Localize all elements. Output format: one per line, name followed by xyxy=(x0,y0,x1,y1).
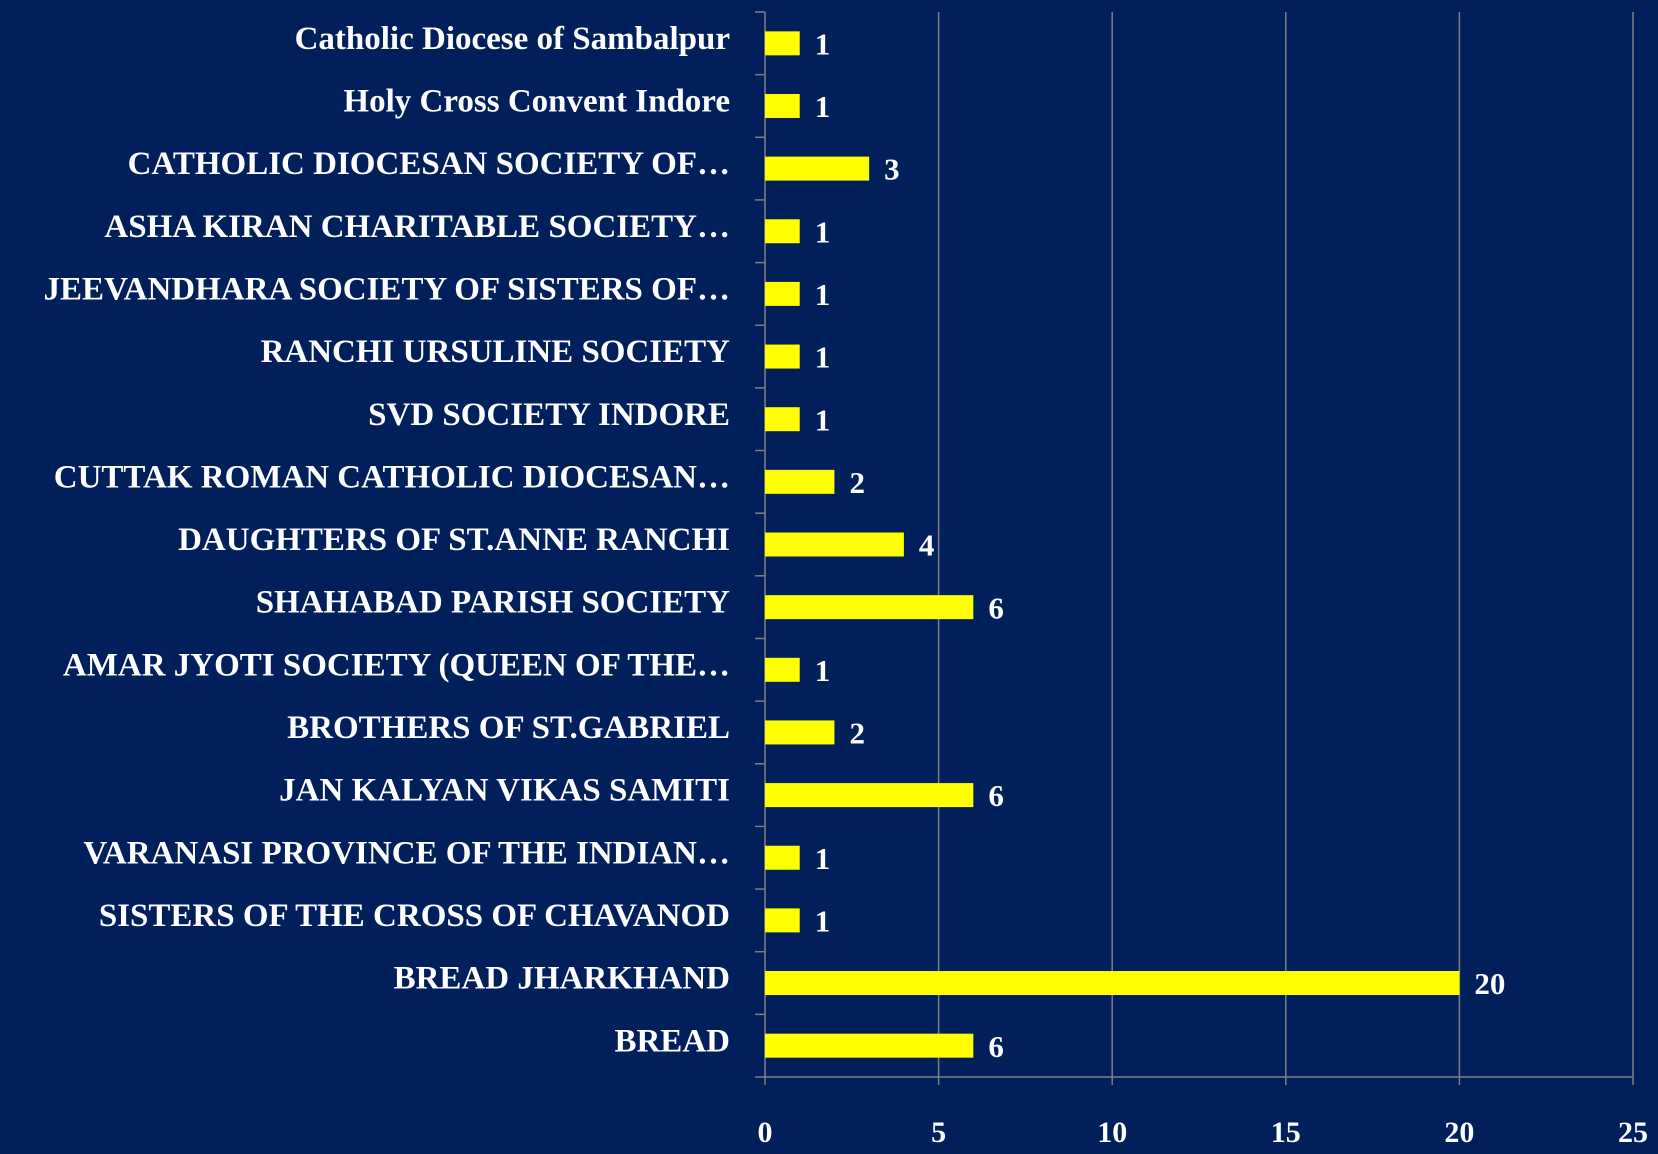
bar xyxy=(765,783,974,808)
bar xyxy=(765,281,800,306)
y-tick-label: VARANASI PROVINCE OF THE INDIAN… xyxy=(83,835,730,871)
value-label: 6 xyxy=(988,590,1004,625)
bar xyxy=(765,156,870,181)
y-tick-label: Catholic Diocese of Sambalpur xyxy=(295,21,730,57)
value-label: 1 xyxy=(815,89,831,124)
value-label: 3 xyxy=(884,152,900,187)
y-tick-label: BROTHERS OF ST.GABRIEL xyxy=(287,710,730,746)
y-tick-label: Holy Cross Convent Indore xyxy=(343,84,730,120)
value-label: 1 xyxy=(815,277,831,312)
bar xyxy=(765,469,835,494)
bar xyxy=(765,657,800,682)
y-tick-label: ASHA KIRAN CHARITABLE SOCIETY… xyxy=(104,209,730,245)
y-tick-label: RANCHI URSULINE SOCIETY xyxy=(261,334,731,370)
bar xyxy=(765,971,1460,996)
bar xyxy=(765,532,904,557)
bar xyxy=(765,344,800,369)
bar xyxy=(765,1033,974,1058)
value-label: 6 xyxy=(988,1029,1004,1064)
value-label: 6 xyxy=(988,778,1004,813)
y-tick-label: DAUGHTERS OF ST.ANNE RANCHI xyxy=(178,522,730,558)
value-label: 4 xyxy=(919,528,935,563)
y-tick-label: CUTTAK ROMAN CATHOLIC DIOCESAN… xyxy=(54,459,730,495)
bar xyxy=(765,31,800,56)
x-tick-label: 5 xyxy=(931,1116,946,1149)
y-tick-label: CATHOLIC DIOCESAN SOCIETY OF… xyxy=(128,146,730,182)
bar xyxy=(765,845,800,870)
bar xyxy=(765,720,835,745)
bar xyxy=(765,595,974,620)
value-label: 1 xyxy=(815,214,831,249)
y-tick-label: SVD SOCIETY INDORE xyxy=(368,397,730,433)
value-label: 2 xyxy=(849,716,865,751)
bar xyxy=(765,407,800,432)
x-tick-label: 10 xyxy=(1097,1116,1127,1149)
value-label: 1 xyxy=(815,653,831,688)
value-label: 1 xyxy=(815,340,831,375)
y-tick-label: AMAR JYOTI SOCIETY (QUEEN OF THE… xyxy=(63,647,730,683)
y-tick-label: SISTERS OF THE CROSS OF CHAVANOD xyxy=(99,898,730,934)
x-tick-label: 0 xyxy=(758,1116,773,1149)
y-tick-label: BREAD xyxy=(614,1023,730,1059)
y-tick-label: JAN KALYAN VIKAS SAMITI xyxy=(279,773,730,809)
y-tick-label: SHAHABAD PARISH SOCIETY xyxy=(256,585,730,621)
value-label: 1 xyxy=(815,903,831,938)
bar xyxy=(765,93,800,118)
bar xyxy=(765,219,800,244)
y-tick-label: BREAD JHARKHAND xyxy=(394,961,730,997)
value-label: 1 xyxy=(815,841,831,876)
value-label: 2 xyxy=(849,465,865,500)
bar xyxy=(765,908,800,933)
value-label: 20 xyxy=(1474,966,1505,1001)
value-label: 1 xyxy=(815,402,831,437)
value-label: 1 xyxy=(815,26,831,61)
x-tick-label: 25 xyxy=(1618,1116,1648,1149)
x-tick-label: 15 xyxy=(1271,1116,1301,1149)
y-tick-label: JEEVANDHARA SOCIETY OF SISTERS OF… xyxy=(44,271,730,307)
x-tick-label: 20 xyxy=(1444,1116,1474,1149)
